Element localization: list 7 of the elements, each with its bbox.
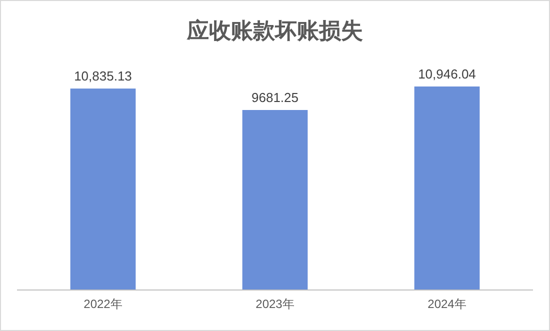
x-tick-label: 2024年 [428,297,466,311]
x-tick-label: 2022年 [84,297,122,311]
chart-title: 应收账款坏账损失 [186,18,363,43]
data-label: 10,835.13 [74,68,132,84]
x-tick-label: 2023年 [256,297,294,311]
data-label: 10,946.04 [418,66,476,82]
data-label: 9681.25 [252,90,298,106]
